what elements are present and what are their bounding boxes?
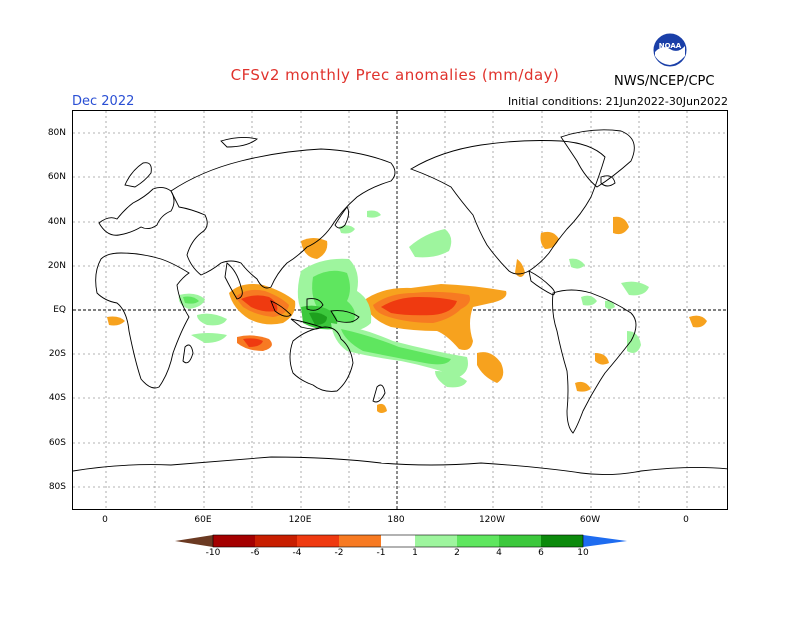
colorbar-swatch-0 <box>175 535 213 547</box>
anomaly-fields <box>107 210 707 413</box>
colorbar-swatch-3 <box>297 535 339 547</box>
colorbar-label-m10: -10 <box>205 548 221 558</box>
colorbar-swatch-4 <box>339 535 381 547</box>
lat-label-80s: 80S <box>48 482 66 492</box>
colorbar-label-m1: -1 <box>376 548 386 558</box>
colorbar <box>175 534 627 548</box>
initial-conditions: Initial conditions: 21Jun2022-30Jun2022 <box>507 95 728 108</box>
lat-label-40n: 40N <box>47 217 66 227</box>
colorbar-swatch-10 <box>583 535 627 547</box>
colorbar-swatch-6 <box>415 535 457 547</box>
coastlines <box>73 129 727 476</box>
colorbar-label-2: 2 <box>454 548 460 558</box>
lat-label-20s: 20S <box>48 349 66 359</box>
colorbar-label-m4: -4 <box>292 548 302 558</box>
map-title: CFSv2 monthly Prec anomalies (mm/day) <box>230 66 560 84</box>
colorbar-swatch-8 <box>499 535 541 547</box>
colorbar-swatch-7 <box>457 535 499 547</box>
lon-label-180: 180 <box>387 515 405 525</box>
lon-label-0: 0 <box>102 515 108 525</box>
colorbar-label-m2: -2 <box>334 548 344 558</box>
noaa-logo-icon: NOAA <box>652 32 688 68</box>
lat-label-60n: 60N <box>47 172 66 182</box>
colorbar-label-10: 10 <box>577 548 589 558</box>
colorbar-swatch-9 <box>541 535 583 547</box>
noaa-logo-text: NOAA <box>659 42 682 50</box>
colorbar-label-1: 1 <box>412 548 418 558</box>
lon-label-60w: 60W <box>579 515 601 525</box>
lon-label-120e: 120E <box>288 515 312 525</box>
colorbar-swatch-1 <box>213 535 255 547</box>
lon-label-60e: 60E <box>194 515 212 525</box>
anomaly-map <box>73 111 727 509</box>
lat-label-eq: EQ <box>53 305 66 315</box>
colorbar-label-6: 6 <box>538 548 544 558</box>
lon-label-0-east: 0 <box>683 515 689 525</box>
world-map-panel <box>72 110 728 510</box>
lat-label-80n: 80N <box>47 128 66 138</box>
colorbar-swatch-2 <box>255 535 297 547</box>
colorbar-swatch-5 <box>381 535 415 547</box>
colorbar-label-m6: -6 <box>250 548 260 558</box>
lat-label-60s: 60S <box>48 438 66 448</box>
agency-label: NWS/NCEP/CPC <box>614 74 715 89</box>
forecast-month: Dec 2022 <box>72 94 135 109</box>
lon-label-120w: 120W <box>478 515 506 525</box>
lat-label-40s: 40S <box>48 393 66 403</box>
colorbar-label-4: 4 <box>496 548 502 558</box>
lat-label-20n: 20N <box>47 261 66 271</box>
